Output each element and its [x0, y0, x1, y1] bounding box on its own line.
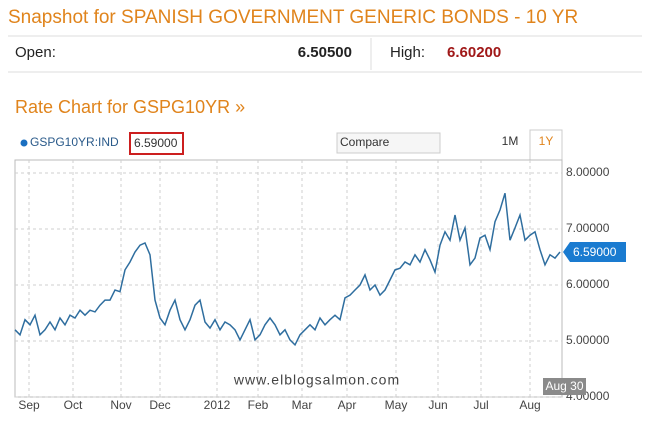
section-title: Rate Chart for GSPG10YR »	[15, 97, 245, 117]
plot-frame	[14, 159, 563, 398]
high-value: 6.60200	[447, 44, 501, 61]
price-tag	[563, 241, 626, 262]
symbol-price: 6.59000	[134, 136, 178, 150]
highlight-box	[129, 132, 184, 155]
high-label: High:	[390, 44, 425, 61]
open-value: 6.50500	[298, 44, 352, 61]
x-tick-label: Sep	[18, 398, 40, 412]
y-tick-label: 5.00000	[566, 333, 610, 347]
y-tick-label: 6.00000	[566, 277, 610, 291]
compare-text: Compare	[340, 135, 390, 149]
x-tick-label: 2012	[204, 398, 231, 412]
x-tick-label: Jun	[428, 398, 447, 412]
cursor-label: Aug 30	[545, 379, 583, 393]
range-button[interactable]: 1Y	[539, 134, 554, 148]
watermark: www.elblogsalmon.com	[233, 372, 400, 388]
price-tag-label: 6.59000	[573, 245, 617, 259]
x-tick-label: Aug	[519, 398, 540, 412]
x-tick-label: Dec	[149, 398, 170, 412]
symbol-label[interactable]: GSPG10YR:IND	[30, 135, 119, 149]
x-tick-label: Oct	[64, 398, 83, 412]
price-line	[14, 192, 561, 347]
x-tick-label: Feb	[248, 398, 269, 412]
legend-dot	[20, 139, 28, 147]
x-tick-label: May	[385, 398, 408, 412]
y-tick-label: 8.00000	[566, 165, 610, 179]
x-tick-label: Apr	[338, 398, 357, 412]
cursor-box	[543, 378, 586, 395]
range-button[interactable]: 1M	[502, 134, 519, 148]
page-title: Snapshot for SPANISH GOVERNMENT GENERIC …	[8, 7, 578, 28]
x-tick-label: Mar	[292, 398, 313, 412]
x-tick-label: Nov	[110, 398, 131, 412]
compare-input[interactable]	[336, 132, 441, 154]
open-label: Open:	[15, 44, 56, 61]
range-tab	[529, 129, 563, 160]
y-tick-label: 7.00000	[566, 221, 610, 235]
x-tick-label: Jul	[473, 398, 488, 412]
